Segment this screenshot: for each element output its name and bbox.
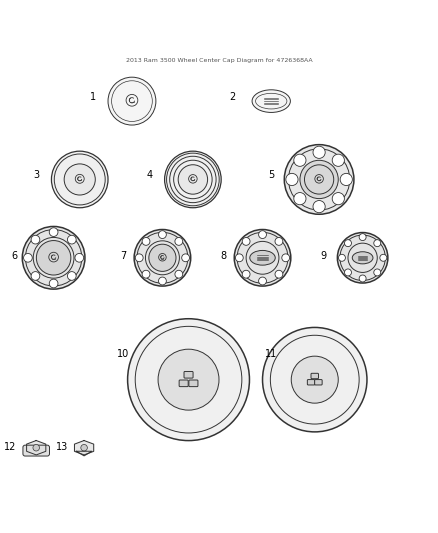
Ellipse shape (291, 356, 338, 403)
Circle shape (24, 254, 32, 262)
Text: 2: 2 (229, 92, 235, 102)
Circle shape (340, 173, 352, 185)
Circle shape (313, 146, 325, 158)
Circle shape (165, 151, 221, 208)
Ellipse shape (262, 327, 367, 432)
Circle shape (345, 269, 351, 276)
Circle shape (284, 144, 354, 214)
Circle shape (159, 277, 166, 285)
Circle shape (294, 192, 306, 205)
Circle shape (75, 254, 84, 262)
FancyBboxPatch shape (311, 373, 318, 379)
Circle shape (49, 279, 58, 288)
Circle shape (149, 244, 176, 271)
Text: 12: 12 (4, 442, 16, 452)
Circle shape (300, 160, 338, 199)
Circle shape (258, 277, 266, 285)
FancyBboxPatch shape (307, 379, 315, 385)
Circle shape (175, 270, 183, 278)
Circle shape (374, 269, 381, 276)
Circle shape (339, 254, 346, 261)
Circle shape (67, 235, 76, 244)
Text: 2013 Ram 3500 Wheel Center Cap Diagram for 4726368AA: 2013 Ram 3500 Wheel Center Cap Diagram f… (126, 58, 312, 62)
Circle shape (374, 240, 381, 247)
Text: 7: 7 (120, 251, 127, 261)
Text: 1: 1 (90, 92, 96, 102)
Circle shape (135, 254, 143, 262)
FancyBboxPatch shape (314, 379, 322, 385)
Polygon shape (27, 441, 46, 455)
Circle shape (51, 151, 108, 208)
Text: 13: 13 (56, 442, 68, 452)
Circle shape (258, 231, 266, 238)
Circle shape (275, 238, 283, 245)
Circle shape (159, 231, 166, 238)
Circle shape (294, 154, 306, 166)
Circle shape (234, 230, 291, 286)
Circle shape (49, 228, 58, 237)
Circle shape (242, 238, 250, 245)
Circle shape (134, 230, 191, 286)
Circle shape (380, 254, 387, 261)
Circle shape (175, 238, 183, 245)
Text: 4: 4 (146, 170, 152, 180)
Circle shape (22, 227, 85, 289)
Ellipse shape (352, 252, 373, 264)
FancyBboxPatch shape (179, 380, 188, 386)
Circle shape (332, 154, 344, 166)
Circle shape (178, 165, 208, 194)
Circle shape (142, 270, 150, 278)
Circle shape (108, 77, 156, 125)
Circle shape (31, 272, 40, 280)
Ellipse shape (158, 349, 219, 410)
Text: 3: 3 (33, 170, 39, 180)
Text: 11: 11 (265, 349, 277, 359)
Text: 9: 9 (320, 251, 326, 261)
Circle shape (313, 200, 325, 213)
Circle shape (81, 445, 87, 451)
Circle shape (64, 164, 95, 195)
Circle shape (282, 254, 290, 262)
Circle shape (242, 270, 250, 278)
Circle shape (33, 445, 39, 451)
Text: 8: 8 (220, 251, 226, 261)
Circle shape (337, 232, 388, 283)
Ellipse shape (127, 319, 250, 441)
Circle shape (286, 173, 298, 185)
Text: 6: 6 (11, 251, 18, 261)
Circle shape (31, 235, 40, 244)
Circle shape (142, 238, 150, 245)
Circle shape (235, 254, 243, 262)
Circle shape (36, 240, 71, 275)
Circle shape (182, 254, 190, 262)
Ellipse shape (250, 251, 275, 265)
Text: 5: 5 (268, 170, 274, 180)
Circle shape (359, 275, 366, 282)
FancyBboxPatch shape (23, 445, 49, 456)
Polygon shape (74, 441, 94, 455)
Text: 10: 10 (117, 349, 129, 359)
Circle shape (359, 233, 366, 240)
Circle shape (275, 270, 283, 278)
Circle shape (67, 272, 76, 280)
Ellipse shape (252, 90, 290, 112)
FancyBboxPatch shape (189, 380, 198, 386)
Circle shape (345, 240, 351, 247)
FancyBboxPatch shape (184, 372, 193, 378)
Circle shape (332, 192, 344, 205)
Polygon shape (76, 451, 92, 456)
